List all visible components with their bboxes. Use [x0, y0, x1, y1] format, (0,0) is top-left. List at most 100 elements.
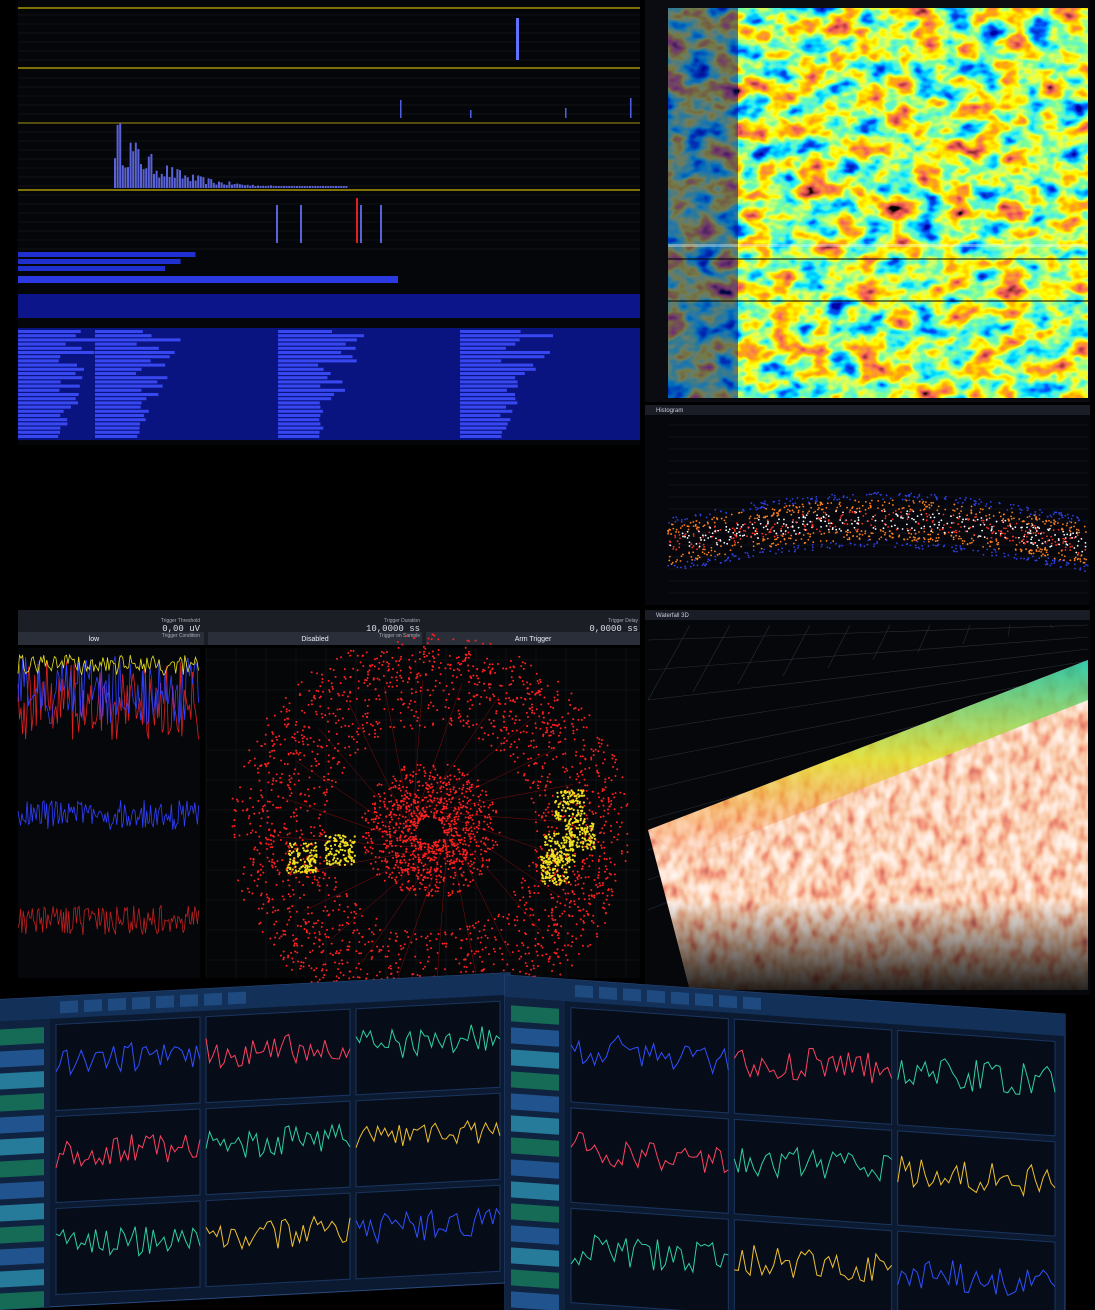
hist-dot [888, 535, 891, 537]
hist-bar [155, 170, 158, 188]
hist-dot [672, 545, 675, 548]
iq-dot [598, 745, 601, 748]
hist-dot [854, 499, 857, 502]
iq-dot [271, 911, 274, 914]
iq-dot [476, 810, 479, 813]
iq-dot [482, 682, 485, 685]
hist-dot [797, 511, 800, 514]
hist-dot [675, 528, 678, 531]
iq-dot [429, 858, 432, 861]
iq-dot [395, 779, 398, 782]
iq-dot [330, 785, 333, 788]
hist-dot [1026, 506, 1028, 509]
iq-dot [447, 706, 450, 709]
iq-dot [469, 807, 472, 810]
cluster-dot [288, 849, 291, 853]
iq-dot [261, 865, 264, 868]
iq-dot [269, 834, 272, 837]
iq-dot [409, 667, 412, 670]
hist-dot [1035, 530, 1038, 532]
iq-dot [426, 848, 429, 851]
iq-dot [528, 895, 531, 898]
iq-dot [473, 926, 476, 929]
hist-dot [897, 535, 900, 538]
iq-dot [264, 763, 267, 766]
iq-dot [380, 850, 383, 853]
hist-dot [1071, 514, 1074, 517]
iq-dot [575, 728, 578, 731]
iq-dot [347, 922, 350, 925]
hist-dot [697, 554, 700, 557]
iq-dot [423, 965, 426, 968]
hist-dot [1009, 525, 1012, 528]
cluster-dot [288, 842, 292, 845]
ray [412, 680, 424, 821]
iq-dot [462, 784, 465, 787]
iq-dot [515, 915, 518, 918]
iq-dot [292, 961, 295, 964]
iq-dot [443, 877, 446, 880]
hist-dot [876, 542, 878, 545]
hist-dot [955, 547, 957, 550]
iq-dot [285, 842, 288, 845]
iq-dot [569, 703, 572, 706]
hist-dot [1011, 535, 1014, 538]
iq-dot [453, 860, 456, 863]
iq-dot [316, 745, 319, 748]
iq-dot [287, 845, 290, 848]
iq-dot [274, 909, 277, 912]
iq-dot [494, 671, 497, 674]
hist-bar [225, 184, 228, 188]
hist-dot [923, 530, 926, 533]
iq-dot [267, 900, 270, 903]
hist-dot [1058, 560, 1060, 562]
trigger-select[interactable] [208, 632, 422, 645]
hist-dot [740, 511, 743, 514]
iq-dot [487, 813, 490, 816]
iq-dot [267, 724, 270, 727]
iq-dot [395, 799, 398, 802]
iq-dot [579, 771, 582, 774]
iq-dot [307, 920, 310, 923]
hist-dot [766, 515, 768, 518]
row-bar [278, 359, 357, 363]
iq-dot [293, 942, 296, 945]
iq-dot [306, 906, 309, 909]
hist-dot [676, 566, 679, 569]
iq-dot [489, 670, 492, 673]
iq-dot [481, 789, 484, 792]
hist-dot [985, 514, 987, 517]
iq-dot [243, 765, 246, 768]
hist-dot [1076, 553, 1079, 556]
hist-dot [680, 520, 683, 523]
iq-dot [451, 866, 454, 869]
iq-dot [582, 748, 585, 751]
iq-dot [402, 680, 405, 683]
row-bar [95, 376, 168, 380]
iq-dot [354, 751, 357, 754]
iq-dot [403, 839, 406, 842]
iq-dot [395, 684, 398, 687]
hist-dot [1035, 534, 1037, 537]
hist-dot [960, 510, 962, 513]
iq-dot [287, 784, 290, 787]
hist-dot [812, 511, 815, 514]
iq-dot [325, 969, 328, 972]
iq-dot [324, 963, 327, 966]
hist-dot [797, 526, 800, 529]
iq-dot [452, 788, 455, 791]
iq-dot [534, 863, 537, 866]
trigger-bar: Trigger Threshold 0,00 uV Trigger Durati… [18, 610, 640, 645]
hist-dot [736, 523, 739, 526]
iq-dot [367, 809, 370, 812]
arm-button[interactable] [426, 632, 640, 645]
iq-dot [499, 947, 502, 950]
iq-dot [574, 884, 577, 887]
hist-dot [995, 520, 998, 523]
iq-dot [302, 918, 305, 921]
row-bar [460, 422, 508, 426]
button-label[interactable]: Arm Trigger [515, 636, 552, 643]
iq-dot [444, 933, 447, 936]
iq-dot [334, 886, 337, 889]
iq-dot [388, 800, 391, 803]
